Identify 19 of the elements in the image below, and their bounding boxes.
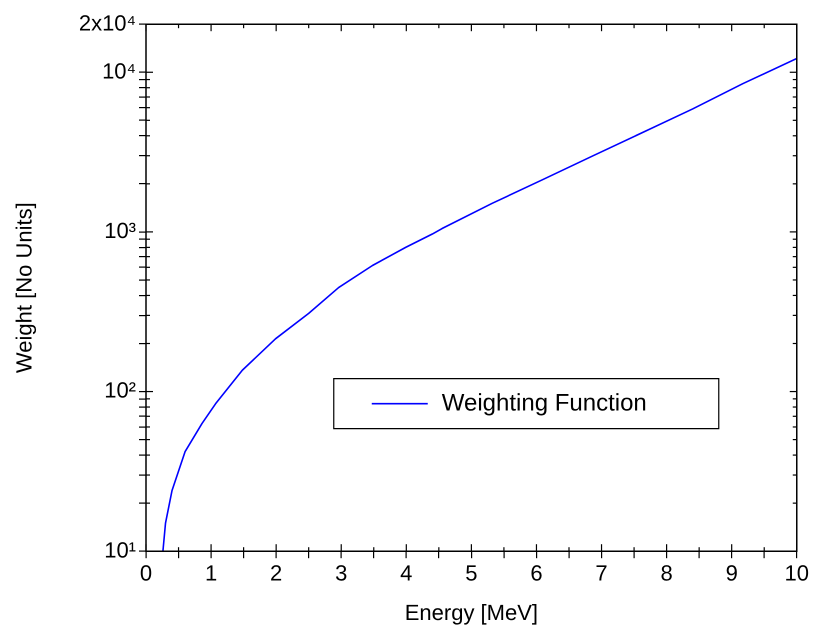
x-tick-label: 5 <box>465 560 478 586</box>
legend-label: Weighting Function <box>442 389 647 416</box>
x-tick-label: 6 <box>530 560 543 586</box>
y-tick-label: 10³ <box>104 218 136 243</box>
x-tick-label: 10 <box>784 560 810 586</box>
y-tick-label: 10² <box>104 378 136 403</box>
x-tick-label: 1 <box>204 560 218 586</box>
x-tick-label: 8 <box>660 560 673 586</box>
y-axis-title: Weight [No Units] <box>11 202 36 374</box>
x-axis-title: Energy [MeV] <box>404 600 538 625</box>
x-tick-label: 3 <box>335 560 348 586</box>
y-tick-label: 10¹ <box>104 537 136 562</box>
x-tick-label: 9 <box>726 560 738 586</box>
x-tick-label: 7 <box>595 560 608 586</box>
x-tick-label: 4 <box>400 560 412 586</box>
y-tick-label: 2x10⁴ <box>78 10 136 36</box>
x-tick-label: 2 <box>270 560 282 586</box>
y-tick-label: 10⁴ <box>102 58 136 84</box>
x-tick-label: 0 <box>140 560 152 586</box>
